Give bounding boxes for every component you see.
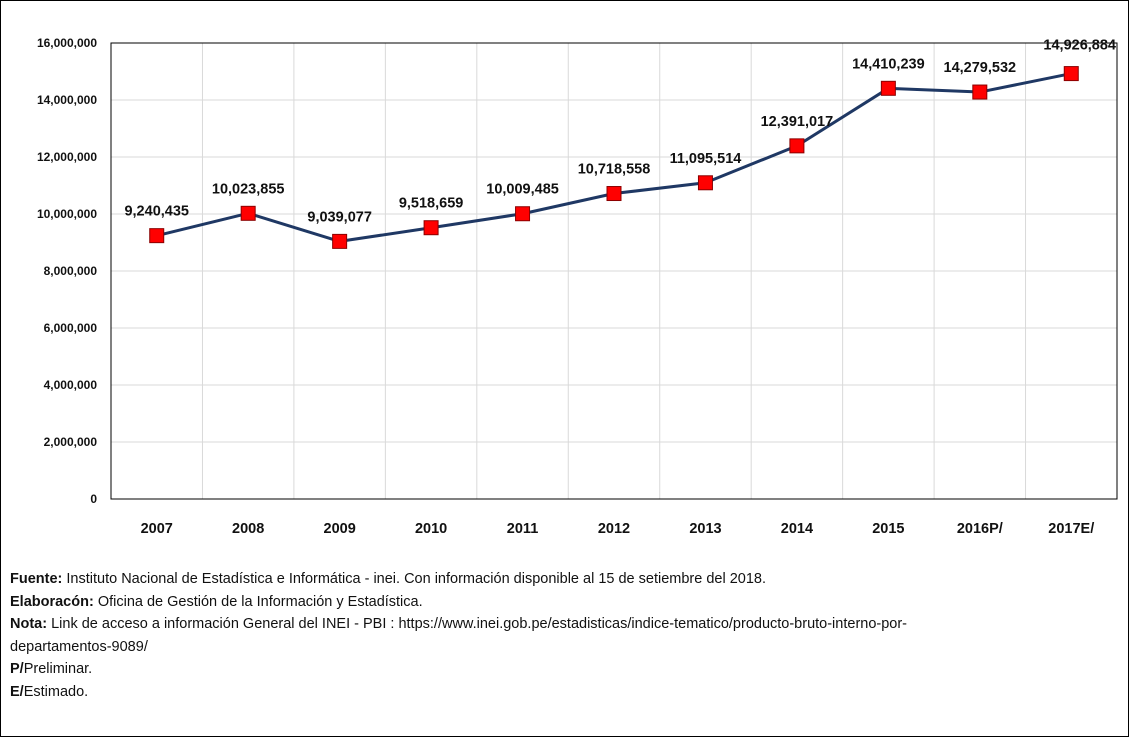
y-tick-label: 14,000,000 bbox=[37, 93, 97, 107]
link-note-label: Nota: bbox=[10, 616, 48, 632]
data-label: 9,518,659 bbox=[399, 196, 464, 212]
data-point bbox=[880, 80, 896, 96]
elaboration-label: Elaboracón: bbox=[10, 593, 94, 610]
data-label: 9,039,077 bbox=[307, 209, 372, 225]
data-point bbox=[149, 228, 165, 244]
data-point bbox=[240, 205, 256, 221]
data-point bbox=[1063, 66, 1079, 82]
x-tick-label: 2008 bbox=[232, 521, 264, 537]
y-tick-label: 6,000,000 bbox=[44, 321, 98, 335]
x-tick-label: 2014 bbox=[781, 521, 813, 537]
plot-area bbox=[110, 42, 1118, 500]
y-tick-label: 8,000,000 bbox=[44, 264, 98, 278]
x-tick-label: 2013 bbox=[689, 521, 721, 537]
line-chart: 0 2,000,000 4,000,000 6,000,000 8,000,000 10,… bbox=[37, 36, 1118, 537]
elaboration-note: Elaboracón: Oficina de Gestión de la Inf… bbox=[10, 591, 1120, 614]
y-tick-label: 16,000,000 bbox=[37, 36, 97, 50]
data-point bbox=[606, 186, 622, 202]
x-tick-label: 2011 bbox=[507, 521, 538, 537]
data-point bbox=[423, 220, 439, 236]
data-label: 11,095,514 bbox=[670, 151, 742, 167]
chart-notes: Fuente: Instituto Nacional de Estadístic… bbox=[10, 568, 1120, 703]
y-tick-label: 10,000,000 bbox=[37, 207, 97, 221]
data-point bbox=[332, 233, 348, 249]
data-label: 14,279,532 bbox=[944, 60, 1017, 76]
x-tick-label: 2017E/ bbox=[1048, 521, 1094, 537]
x-tick-label: 2015 bbox=[872, 521, 904, 537]
link-note: Nota: Link de acceso a información Gener… bbox=[10, 613, 1120, 636]
data-label: 9,240,435 bbox=[124, 204, 189, 220]
source-note: Fuente: Instituto Nacional de Estadístic… bbox=[10, 568, 1120, 591]
data-label: 12,391,017 bbox=[761, 114, 834, 130]
data-point bbox=[789, 138, 805, 154]
y-tick-label: 4,000,000 bbox=[44, 378, 98, 392]
data-label: 10,009,485 bbox=[486, 182, 559, 198]
x-tick-label: 2016P/ bbox=[957, 521, 1003, 537]
link-note-text: Link de acceso a información General del… bbox=[47, 616, 908, 632]
x-tick-label: 2012 bbox=[598, 521, 630, 537]
source-label: Fuente: bbox=[10, 571, 63, 587]
link-note-continued: departamentos-9089/ bbox=[10, 638, 148, 655]
x-tick-label: 2009 bbox=[324, 521, 356, 537]
source-text: Instituto Nacional de Estadística e Info… bbox=[62, 571, 766, 587]
estimated-text: Estimado. bbox=[23, 683, 89, 700]
x-tick-label: 2007 bbox=[141, 521, 173, 537]
data-label: 10,718,558 bbox=[578, 162, 651, 178]
estimated-note: E/Estimado. bbox=[10, 681, 1120, 704]
preliminary-text: Preliminar. bbox=[23, 661, 93, 677]
estimated-label: E/ bbox=[10, 683, 24, 700]
y-tick-label: 2,000,000 bbox=[44, 435, 98, 449]
data-point bbox=[972, 84, 988, 100]
data-label: 14,410,239 bbox=[852, 56, 925, 72]
y-tick-label: 12,000,000 bbox=[37, 150, 97, 164]
x-tick-label: 2010 bbox=[415, 521, 447, 537]
y-tick-label: 0 bbox=[90, 492, 97, 506]
data-point bbox=[697, 175, 713, 191]
data-point bbox=[515, 206, 531, 222]
data-label: 14,926,884 bbox=[1043, 38, 1116, 54]
elaboration-text: Oficina de Gestión de la Información y E… bbox=[93, 593, 423, 610]
preliminary-note: P/Preliminar. bbox=[10, 658, 1120, 681]
preliminary-label: P/ bbox=[10, 661, 24, 677]
data-label: 10,023,855 bbox=[212, 181, 285, 197]
